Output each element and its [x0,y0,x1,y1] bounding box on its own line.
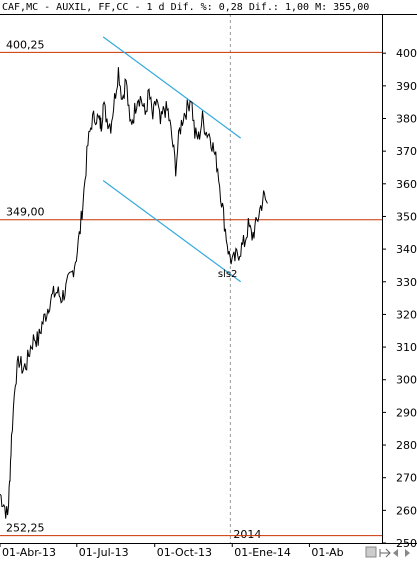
x-tick-label: 01-Oct-13 [157,546,212,559]
x-tick-label: 01-Jul-13 [79,546,129,559]
channel-upper-line [102,36,242,139]
annotation-label: sls2 [218,269,238,280]
y-tick-label: 340 [396,243,417,256]
y-tick-label: 280 [396,439,417,452]
level-label: 349,00 [6,206,45,219]
y-tick-label: 270 [396,472,417,485]
scroll-right-icon[interactable] [405,549,410,557]
chart-header: CAF,MC - AUXIL, FF,CC - 1 d Dif. %: 0,28… [2,2,369,13]
y-tick-label: 370 [396,145,417,158]
scroll-left-icon[interactable] [393,549,398,557]
y-tick-label: 380 [396,112,417,125]
y-axis: 2502602702802903003103203303403503603703… [382,47,417,550]
level-label: 252,25 [6,522,45,535]
x-tick-label: 01-Ab [311,546,343,559]
y-tick-label: 350 [396,210,417,223]
year-marker-label: 2014 [233,528,261,541]
y-tick-label: 300 [396,374,417,387]
plot-area[interactable]: 2014 400,25 349,00 252,25 sls2 [0,14,382,543]
x-tick-label: 01-Abr-13 [2,546,56,559]
y-tick-label: 260 [396,504,417,517]
scroll-box-icon[interactable] [365,546,377,558]
y-tick-label: 330 [396,276,417,289]
y-tick-label: 360 [396,178,417,191]
chart-header-text: CAF,MC - AUXIL, FF,CC - 1 d Dif. %: 0,28… [2,2,369,13]
pan-icon[interactable] [379,548,391,558]
y-tick-label: 290 [396,406,417,419]
y-tick-label: 320 [396,308,417,321]
price-line[interactable] [0,67,268,519]
y-tick-label: 400 [396,47,417,60]
channel-lower-line [102,180,242,283]
x-tick-label: 01-Ene-14 [234,546,291,559]
x-axis: 01-Abr-13 01-Jul-13 01-Oct-13 01-Ene-14 01-A… [0,543,344,559]
toolbar-icons [365,546,410,558]
level-label: 400,25 [6,38,45,51]
y-tick-label: 390 [396,80,417,93]
y-tick-label: 310 [396,341,417,354]
